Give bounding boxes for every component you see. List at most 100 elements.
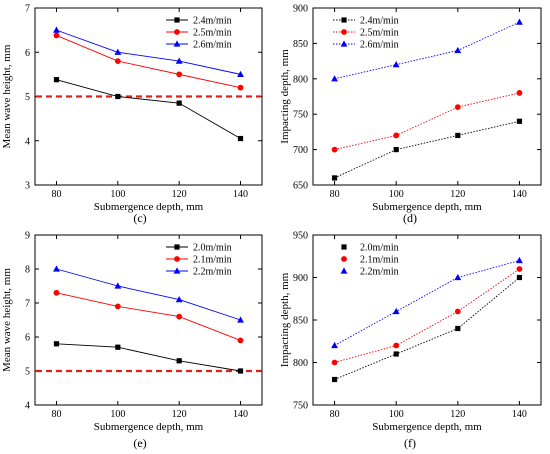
series-2 bbox=[53, 26, 244, 77]
legend-marker bbox=[174, 244, 180, 250]
data-point bbox=[176, 71, 183, 78]
y-tick-label: 850 bbox=[293, 316, 308, 327]
data-point bbox=[393, 147, 399, 153]
y-tick-label: 800 bbox=[293, 358, 308, 369]
data-point bbox=[175, 57, 183, 64]
series-1 bbox=[53, 289, 244, 344]
series-line bbox=[56, 79, 241, 139]
panel-f: 80 100 120 140 750 800 850 900 950 Submergence de… bbox=[279, 231, 542, 450]
data-point bbox=[454, 273, 462, 281]
series-line bbox=[56, 268, 241, 321]
panel-d: 80 100 120 140 650 700 750 800 850 900 Submergence… bbox=[279, 4, 542, 225]
y-axis-title: Impacting depth, mm bbox=[279, 49, 291, 144]
x-tick-label: 100 bbox=[389, 189, 404, 200]
y-tick-label: 750 bbox=[293, 110, 308, 121]
series-1 bbox=[331, 266, 523, 366]
series-0 bbox=[53, 341, 244, 374]
data-point bbox=[516, 256, 523, 264]
data-point bbox=[53, 341, 60, 347]
series-0 bbox=[331, 274, 523, 383]
data-point bbox=[516, 266, 523, 272]
data-point bbox=[393, 351, 399, 357]
data-point bbox=[392, 307, 400, 315]
series-line bbox=[56, 29, 241, 75]
y-tick-label: 900 bbox=[293, 273, 308, 284]
legend-label: 2.0m/min bbox=[360, 243, 399, 254]
legend-label: 2.4m/min bbox=[193, 16, 232, 27]
x-axis-title: Submergence depth, mm bbox=[94, 421, 204, 433]
legend-label: 2.0m/min bbox=[193, 243, 232, 254]
legend-label: 2.1m/min bbox=[360, 255, 399, 266]
y-tick-label: 6 bbox=[25, 333, 30, 344]
y-tick-label: 850 bbox=[293, 39, 308, 50]
legend-marker bbox=[341, 256, 347, 262]
data-point bbox=[114, 303, 121, 310]
legend-marker bbox=[340, 40, 348, 47]
data-point bbox=[53, 32, 60, 39]
data-point bbox=[53, 265, 60, 272]
series-line bbox=[56, 343, 241, 372]
data-point bbox=[237, 84, 244, 91]
series-0 bbox=[53, 77, 244, 142]
y-tick-label: 650 bbox=[293, 181, 308, 192]
series-line bbox=[334, 120, 520, 179]
data-point bbox=[516, 18, 523, 25]
data-point bbox=[331, 341, 338, 349]
x-axis-title: Submergence depth, mm bbox=[94, 201, 204, 213]
x-axis-title: Submergence depth, mm bbox=[372, 201, 482, 213]
y-tick-label: 750 bbox=[293, 401, 308, 412]
data-point bbox=[331, 359, 338, 366]
panel-label: (f) bbox=[404, 436, 416, 450]
panel-c: 80 100 120 140 3 4 5 6 7 Submergence depth, mm Mea… bbox=[1, 4, 263, 225]
data-point bbox=[454, 104, 461, 111]
x-tick-label: 80 bbox=[51, 409, 61, 420]
legend-label: 2.1m/min bbox=[193, 255, 232, 266]
data-point bbox=[176, 100, 182, 106]
data-point bbox=[115, 93, 121, 100]
data-point bbox=[454, 308, 461, 315]
series-2 bbox=[331, 18, 523, 82]
x-tick-label: 140 bbox=[233, 409, 248, 420]
legend-marker bbox=[340, 267, 348, 274]
y-tick-label: 950 bbox=[293, 231, 308, 242]
data-point bbox=[455, 132, 461, 139]
data-point bbox=[331, 175, 338, 181]
legend-marker bbox=[341, 29, 347, 35]
data-point bbox=[176, 358, 182, 364]
data-point bbox=[114, 282, 122, 289]
x-tick-label: 140 bbox=[512, 409, 527, 420]
legend-label: 2.6m/min bbox=[193, 40, 232, 51]
y-tick-label: 800 bbox=[293, 74, 308, 85]
y-tick-label: 5 bbox=[25, 367, 30, 378]
series-line bbox=[334, 268, 520, 363]
data-point bbox=[331, 376, 338, 383]
series-0 bbox=[331, 118, 523, 181]
data-point bbox=[237, 368, 244, 374]
y-tick-label: 4 bbox=[25, 401, 30, 412]
legend-label: 2.2m/min bbox=[360, 267, 399, 278]
data-point bbox=[516, 90, 523, 96]
y-tick-label: 9 bbox=[25, 231, 30, 242]
data-point bbox=[175, 296, 183, 303]
data-point bbox=[393, 342, 400, 349]
series-line bbox=[334, 260, 520, 346]
plot-frame-f bbox=[312, 234, 542, 406]
data-point bbox=[237, 337, 244, 344]
panel-e: 80 100 120 140 4 5 6 7 8 9 Submergence depth, mm Me… bbox=[1, 231, 263, 450]
legend-label: 2.5m/min bbox=[193, 28, 232, 39]
series-line bbox=[334, 21, 520, 80]
y-tick-label: 3 bbox=[25, 181, 30, 192]
data-point bbox=[53, 77, 60, 83]
series-line bbox=[334, 277, 520, 380]
plot-frame-e bbox=[34, 234, 263, 406]
x-tick-label: 120 bbox=[450, 189, 465, 200]
y-axis-title: Mean wave height, mm bbox=[1, 268, 13, 372]
x-tick-label: 80 bbox=[330, 409, 340, 420]
x-tick-label: 100 bbox=[389, 409, 404, 420]
x-tick-label: 100 bbox=[110, 189, 125, 200]
data-point bbox=[53, 26, 60, 33]
